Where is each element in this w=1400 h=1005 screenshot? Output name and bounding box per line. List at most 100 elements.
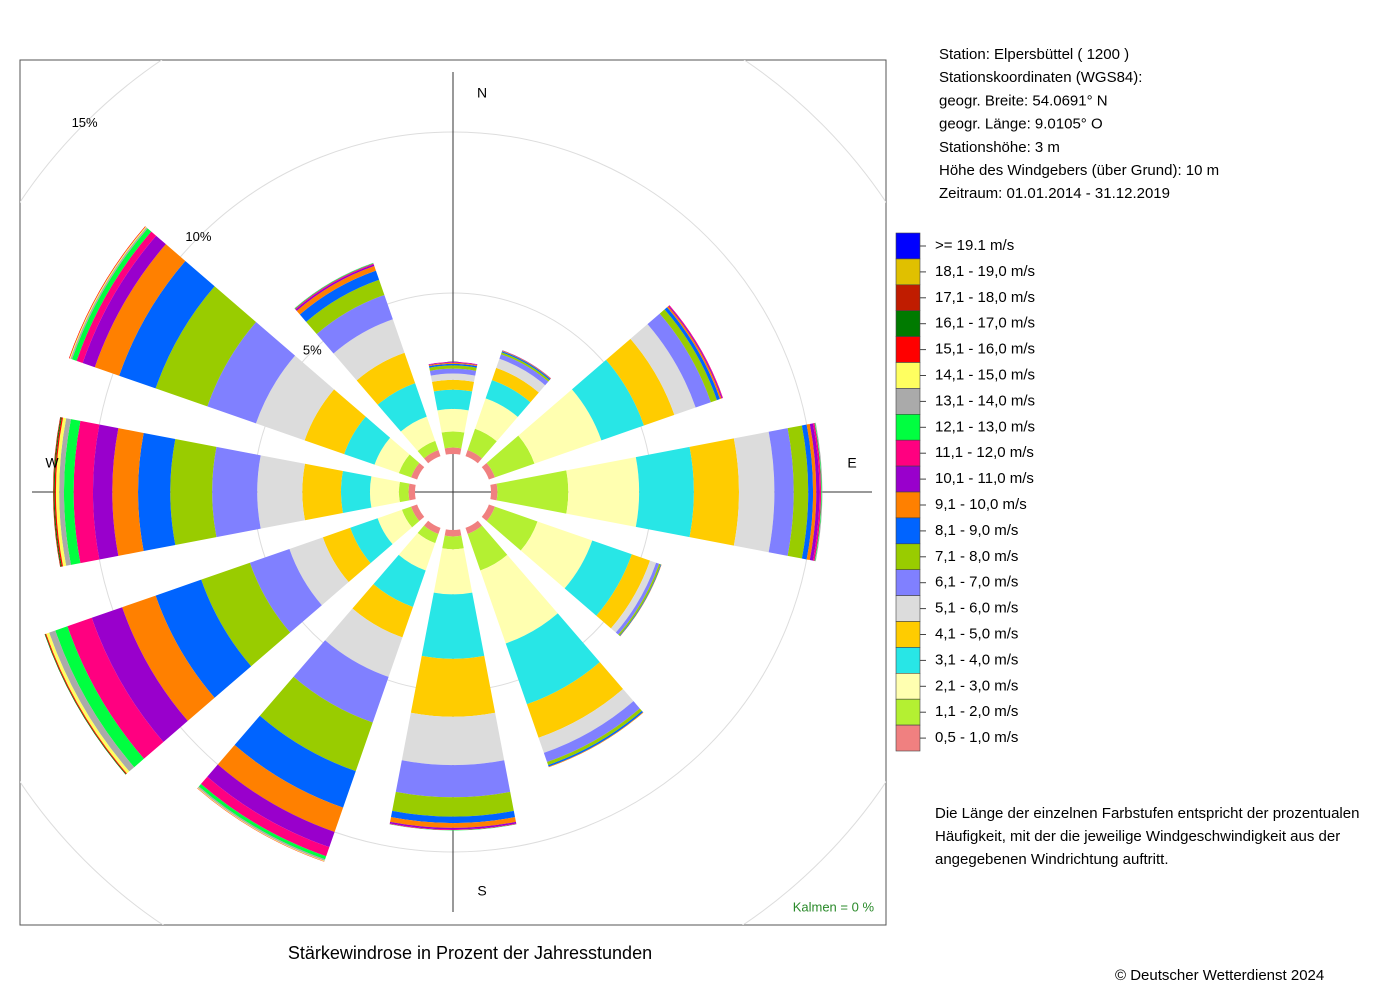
legend-label: 15,1 - 16,0 m/s: [935, 341, 1035, 358]
wind-segment: [518, 389, 602, 464]
wind-segment: [398, 481, 410, 503]
wind-segment: [787, 425, 809, 559]
legend-swatch: [895, 439, 921, 467]
wind-segment: [467, 525, 508, 571]
wind-segment: [67, 617, 164, 759]
ring-label: 5%: [303, 343, 322, 358]
legend-label: 5,1 - 6,0 m/s: [935, 600, 1018, 617]
wind-segment: [547, 708, 642, 766]
legend-swatch: [895, 621, 921, 648]
wind-segment: [306, 279, 385, 335]
wind-segment: [344, 416, 391, 465]
ring-label: 15%: [72, 115, 98, 130]
wind-segment: [207, 321, 296, 424]
wind-segment: [53, 417, 61, 567]
wind-segment: [373, 554, 426, 607]
wind-segment: [496, 358, 546, 393]
wind-segment: [809, 423, 820, 561]
wind-segment: [352, 584, 413, 638]
legend-label: 17,1 - 18,0 m/s: [935, 289, 1035, 306]
wind-segment: [428, 362, 478, 366]
wind-segment: [428, 361, 478, 365]
wind-segment: [429, 368, 477, 376]
wind-segment: [398, 454, 420, 478]
wind-segment: [377, 509, 413, 545]
legend-label: 8,1 - 9,0 m/s: [935, 522, 1018, 539]
wind-segment: [322, 527, 371, 583]
wind-segment: [499, 354, 549, 386]
legend-label: 9,1 - 10,0 m/s: [935, 496, 1027, 513]
wind-segment: [433, 548, 473, 595]
wind-segment: [630, 324, 696, 415]
ring-label: 10%: [185, 229, 211, 244]
calm-label: Kalmen = 0 %: [793, 899, 875, 914]
legend-swatch: [895, 569, 921, 596]
legend-swatch: [895, 232, 921, 260]
wind-segment: [401, 712, 505, 766]
wind-segment: [119, 260, 215, 389]
wind-segment: [155, 286, 257, 407]
copyright: © Deutscher Wetterdienst 2024: [1115, 967, 1324, 984]
legend-label: 18,1 - 19,0 m/s: [935, 263, 1035, 280]
wind-segment: [635, 446, 694, 538]
legend-swatch: [895, 647, 921, 674]
wind-segment: [467, 428, 497, 459]
legend-swatch: [895, 388, 921, 415]
wind-segment: [392, 791, 514, 817]
wind-segment: [389, 824, 517, 831]
wind-segment: [401, 506, 420, 528]
wind-segment: [122, 595, 215, 721]
wind-segment: [296, 266, 376, 315]
wind-segment: [428, 363, 478, 368]
legend-swatch: [895, 724, 921, 752]
wind-segment: [610, 560, 657, 633]
wind-segment: [538, 688, 634, 753]
wind-segment: [257, 455, 305, 529]
wind-segment: [411, 462, 425, 480]
wind-segment: [801, 424, 814, 560]
wind-segment: [64, 419, 81, 565]
wind-segment: [501, 351, 551, 381]
wind-segment: [433, 389, 473, 411]
wind-segment: [170, 439, 217, 545]
legend-swatch: [895, 672, 921, 700]
wind-segment: [356, 352, 416, 405]
wind-segment: [647, 313, 711, 408]
wind-segment: [615, 562, 660, 635]
legend-swatch: [895, 336, 921, 363]
wind-segment: [486, 506, 538, 551]
wind-segment: [481, 462, 495, 480]
legend-label: 13,1 - 14,0 m/s: [935, 392, 1035, 409]
wind-segment: [234, 715, 356, 808]
wind-segment: [496, 470, 569, 514]
wind-segment: [374, 437, 410, 474]
plot-area: [20, 60, 886, 925]
legend-label: 0,5 - 1,0 m/s: [935, 729, 1018, 746]
wind-segment: [543, 701, 640, 763]
wind-segment: [325, 608, 403, 677]
wind-segment: [432, 379, 474, 392]
direction-label: N: [477, 85, 487, 101]
legend-label: 16,1 - 17,0 m/s: [935, 315, 1035, 332]
wind-segment: [465, 520, 483, 534]
station-info: geogr. Länge: 9.0105° O: [939, 116, 1103, 133]
legend-label: 12,1 - 13,0 m/s: [935, 418, 1035, 435]
wind-segment: [596, 554, 651, 629]
wind-segment: [49, 630, 135, 772]
legend-swatch: [895, 543, 921, 570]
wind-segment: [421, 592, 485, 659]
wind-segment: [390, 810, 516, 824]
wind-segment: [369, 476, 400, 508]
legend-swatch: [895, 491, 921, 519]
legend-swatch: [895, 595, 921, 622]
wind-segment: [441, 431, 465, 449]
legend-swatch: [895, 310, 921, 337]
wind-segment: [390, 817, 516, 828]
wind-segment: [91, 607, 188, 742]
wind-segment: [155, 579, 252, 698]
wind-segment: [53, 417, 62, 567]
wind-segment: [485, 380, 531, 417]
station-info: Station: Elpersbüttel ( 1200 ): [939, 46, 1129, 63]
station-info: Höhe des Windgebers (über Grund): 10 m: [939, 162, 1219, 179]
